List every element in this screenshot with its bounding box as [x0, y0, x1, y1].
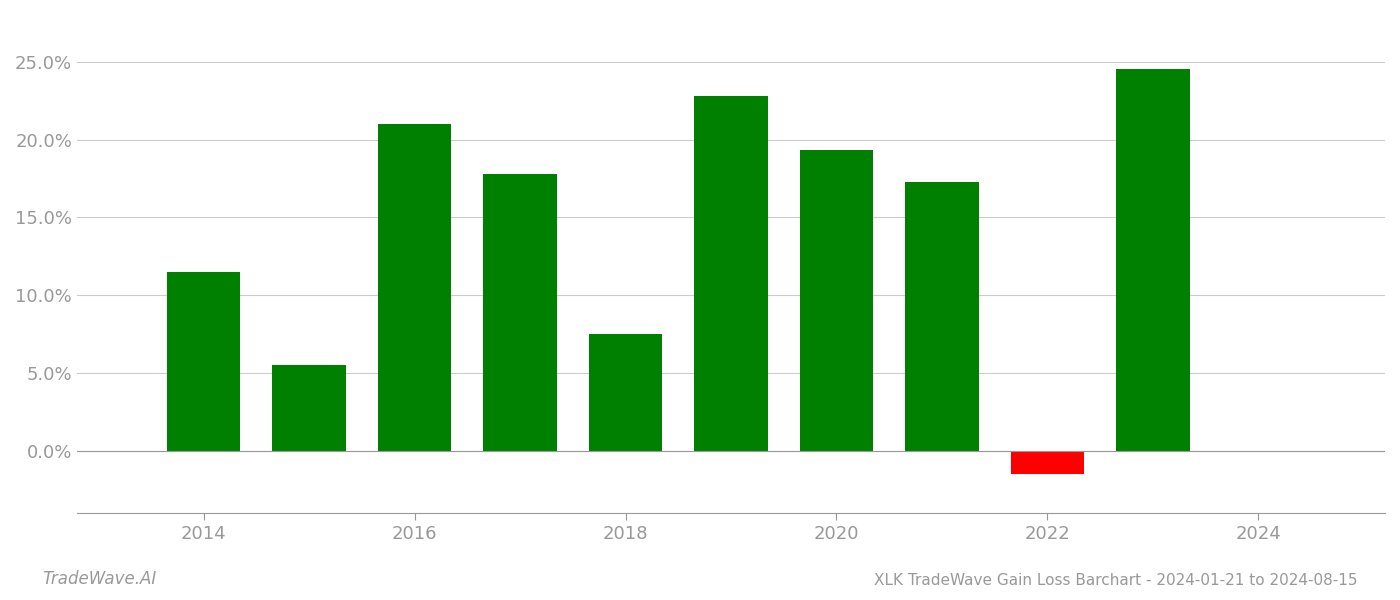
Bar	[167, 272, 241, 451]
Bar	[694, 96, 769, 451]
Bar	[483, 174, 557, 451]
Bar	[588, 334, 662, 451]
Bar	[904, 182, 979, 451]
Text: XLK TradeWave Gain Loss Barchart - 2024-01-21 to 2024-08-15: XLK TradeWave Gain Loss Barchart - 2024-…	[875, 573, 1358, 588]
Bar	[1011, 451, 1085, 474]
Bar	[272, 365, 346, 451]
Bar	[378, 124, 451, 451]
Bar	[799, 151, 874, 451]
Bar	[1116, 70, 1190, 451]
Text: TradeWave.AI: TradeWave.AI	[42, 570, 157, 588]
